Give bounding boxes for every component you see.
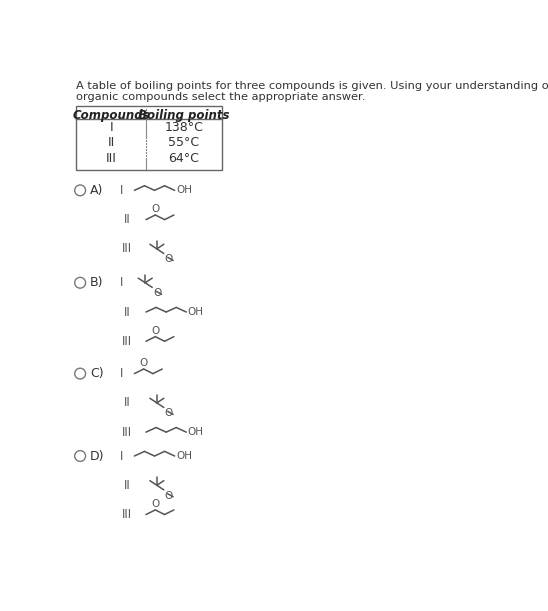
Text: O: O xyxy=(153,288,161,298)
Text: II: II xyxy=(123,479,130,492)
Text: OH: OH xyxy=(188,307,204,317)
Text: 64°C: 64°C xyxy=(169,152,199,165)
Text: I: I xyxy=(119,367,123,380)
Text: III: III xyxy=(122,426,132,439)
Text: II: II xyxy=(123,397,130,409)
Text: O: O xyxy=(140,358,148,368)
Text: B): B) xyxy=(90,276,104,289)
Text: O: O xyxy=(164,408,173,419)
Text: O: O xyxy=(164,254,173,265)
Text: II: II xyxy=(123,306,130,318)
Text: OH: OH xyxy=(176,185,192,196)
Text: III: III xyxy=(122,243,132,255)
Text: OH: OH xyxy=(176,451,192,461)
Text: II: II xyxy=(123,213,130,226)
Text: I: I xyxy=(119,276,123,289)
Text: I: I xyxy=(119,184,123,197)
Text: 55°C: 55°C xyxy=(168,136,199,150)
Text: O: O xyxy=(151,326,159,335)
Text: II: II xyxy=(107,136,115,150)
Text: organic compounds select the appropriate answer.: organic compounds select the appropriate… xyxy=(76,92,366,102)
Text: 138°C: 138°C xyxy=(164,121,203,134)
Text: Compounds: Compounds xyxy=(72,109,150,122)
Text: O: O xyxy=(164,491,173,500)
Text: A table of boiling points for three compounds is given. Using your understanding: A table of boiling points for three comp… xyxy=(76,81,548,91)
Text: O: O xyxy=(151,204,159,214)
Bar xyxy=(76,106,222,170)
Text: III: III xyxy=(106,152,117,165)
Text: I: I xyxy=(119,450,123,463)
Text: C): C) xyxy=(90,367,104,380)
Text: A): A) xyxy=(90,184,104,197)
Text: III: III xyxy=(122,508,132,521)
Text: OH: OH xyxy=(188,427,204,437)
Text: Boiling points: Boiling points xyxy=(138,109,230,122)
Text: III: III xyxy=(122,335,132,348)
Text: I: I xyxy=(109,121,113,134)
Text: O: O xyxy=(151,499,159,509)
Text: D): D) xyxy=(90,450,105,463)
